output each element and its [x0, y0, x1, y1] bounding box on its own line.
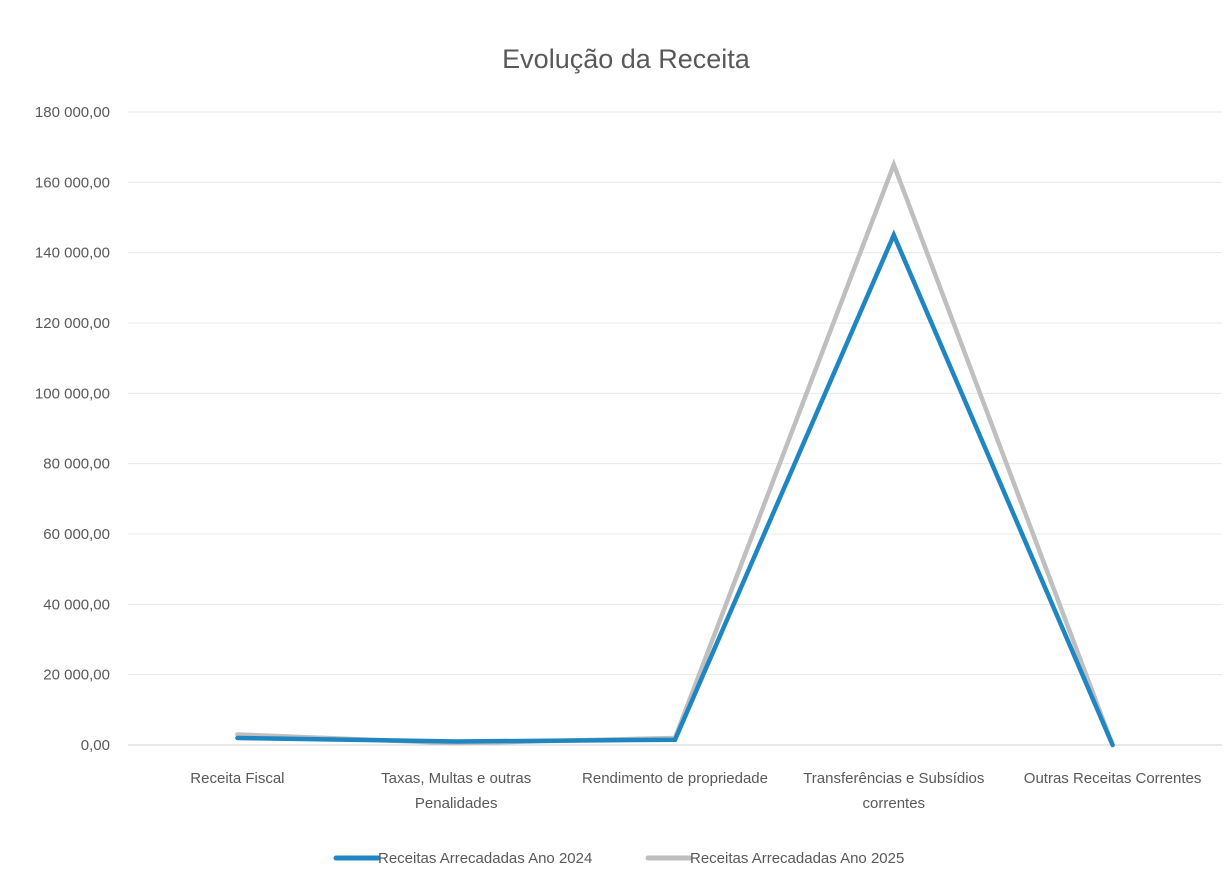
y-tick-label: 180 000,00 — [35, 104, 110, 121]
legend: Receitas Arrecadadas Ano 2024 Receitas Ar… — [333, 850, 904, 867]
x-category-label: Receita Fiscal — [190, 770, 284, 787]
y-tick-label: 80 000,00 — [43, 456, 110, 473]
y-tick-label: 140 000,00 — [35, 245, 110, 262]
x-category-label-line: Receita Fiscal — [190, 770, 284, 787]
x-category-label-line: Taxas, Multas e outras — [381, 770, 531, 787]
legend-label: Receitas Arrecadadas Ano 2024 — [378, 850, 592, 867]
y-tick-label: 40 000,00 — [43, 596, 110, 613]
x-category-label: Rendimento de propriedade — [582, 770, 768, 787]
y-tick-label: 100 000,00 — [35, 385, 110, 402]
series-line — [235, 229, 1115, 748]
gridlines — [128, 111, 1222, 746]
y-tick-label: 120 000,00 — [35, 315, 110, 332]
x-category-label: Transferências e Subsídios correntes — [803, 770, 984, 812]
y-tick-label: 0,00 — [81, 737, 110, 754]
y-tick-label: 60 000,00 — [43, 526, 110, 543]
x-category-label-line: Outras Receitas Correntes — [1024, 770, 1202, 787]
x-category-label: Taxas, Multas e outras Penalidades — [381, 770, 531, 812]
legend-label: Receitas Arrecadadas Ano 2025 — [690, 850, 904, 867]
x-category-label: Outras Receitas Correntes — [1024, 770, 1202, 787]
x-category-label-line: Rendimento de propriedade — [582, 770, 768, 787]
chart-title: Evolução da Receita — [502, 44, 751, 74]
series-lines — [235, 158, 1115, 748]
y-axis-ticks: 0,00 20 000,00 40 000,00 60 000,00 80 000,00… — [35, 104, 110, 754]
x-axis-categories: Receita Fiscal Taxas, Multas e outras Pena… — [190, 770, 1201, 812]
series-line — [235, 158, 1115, 748]
y-tick-label: 20 000,00 — [43, 667, 110, 684]
y-tick-label: 160 000,00 — [35, 174, 110, 191]
x-category-label-line: Penalidades — [415, 795, 498, 812]
x-category-label-line: correntes — [863, 795, 926, 812]
x-category-label-line: Transferências e Subsídios — [803, 770, 984, 787]
